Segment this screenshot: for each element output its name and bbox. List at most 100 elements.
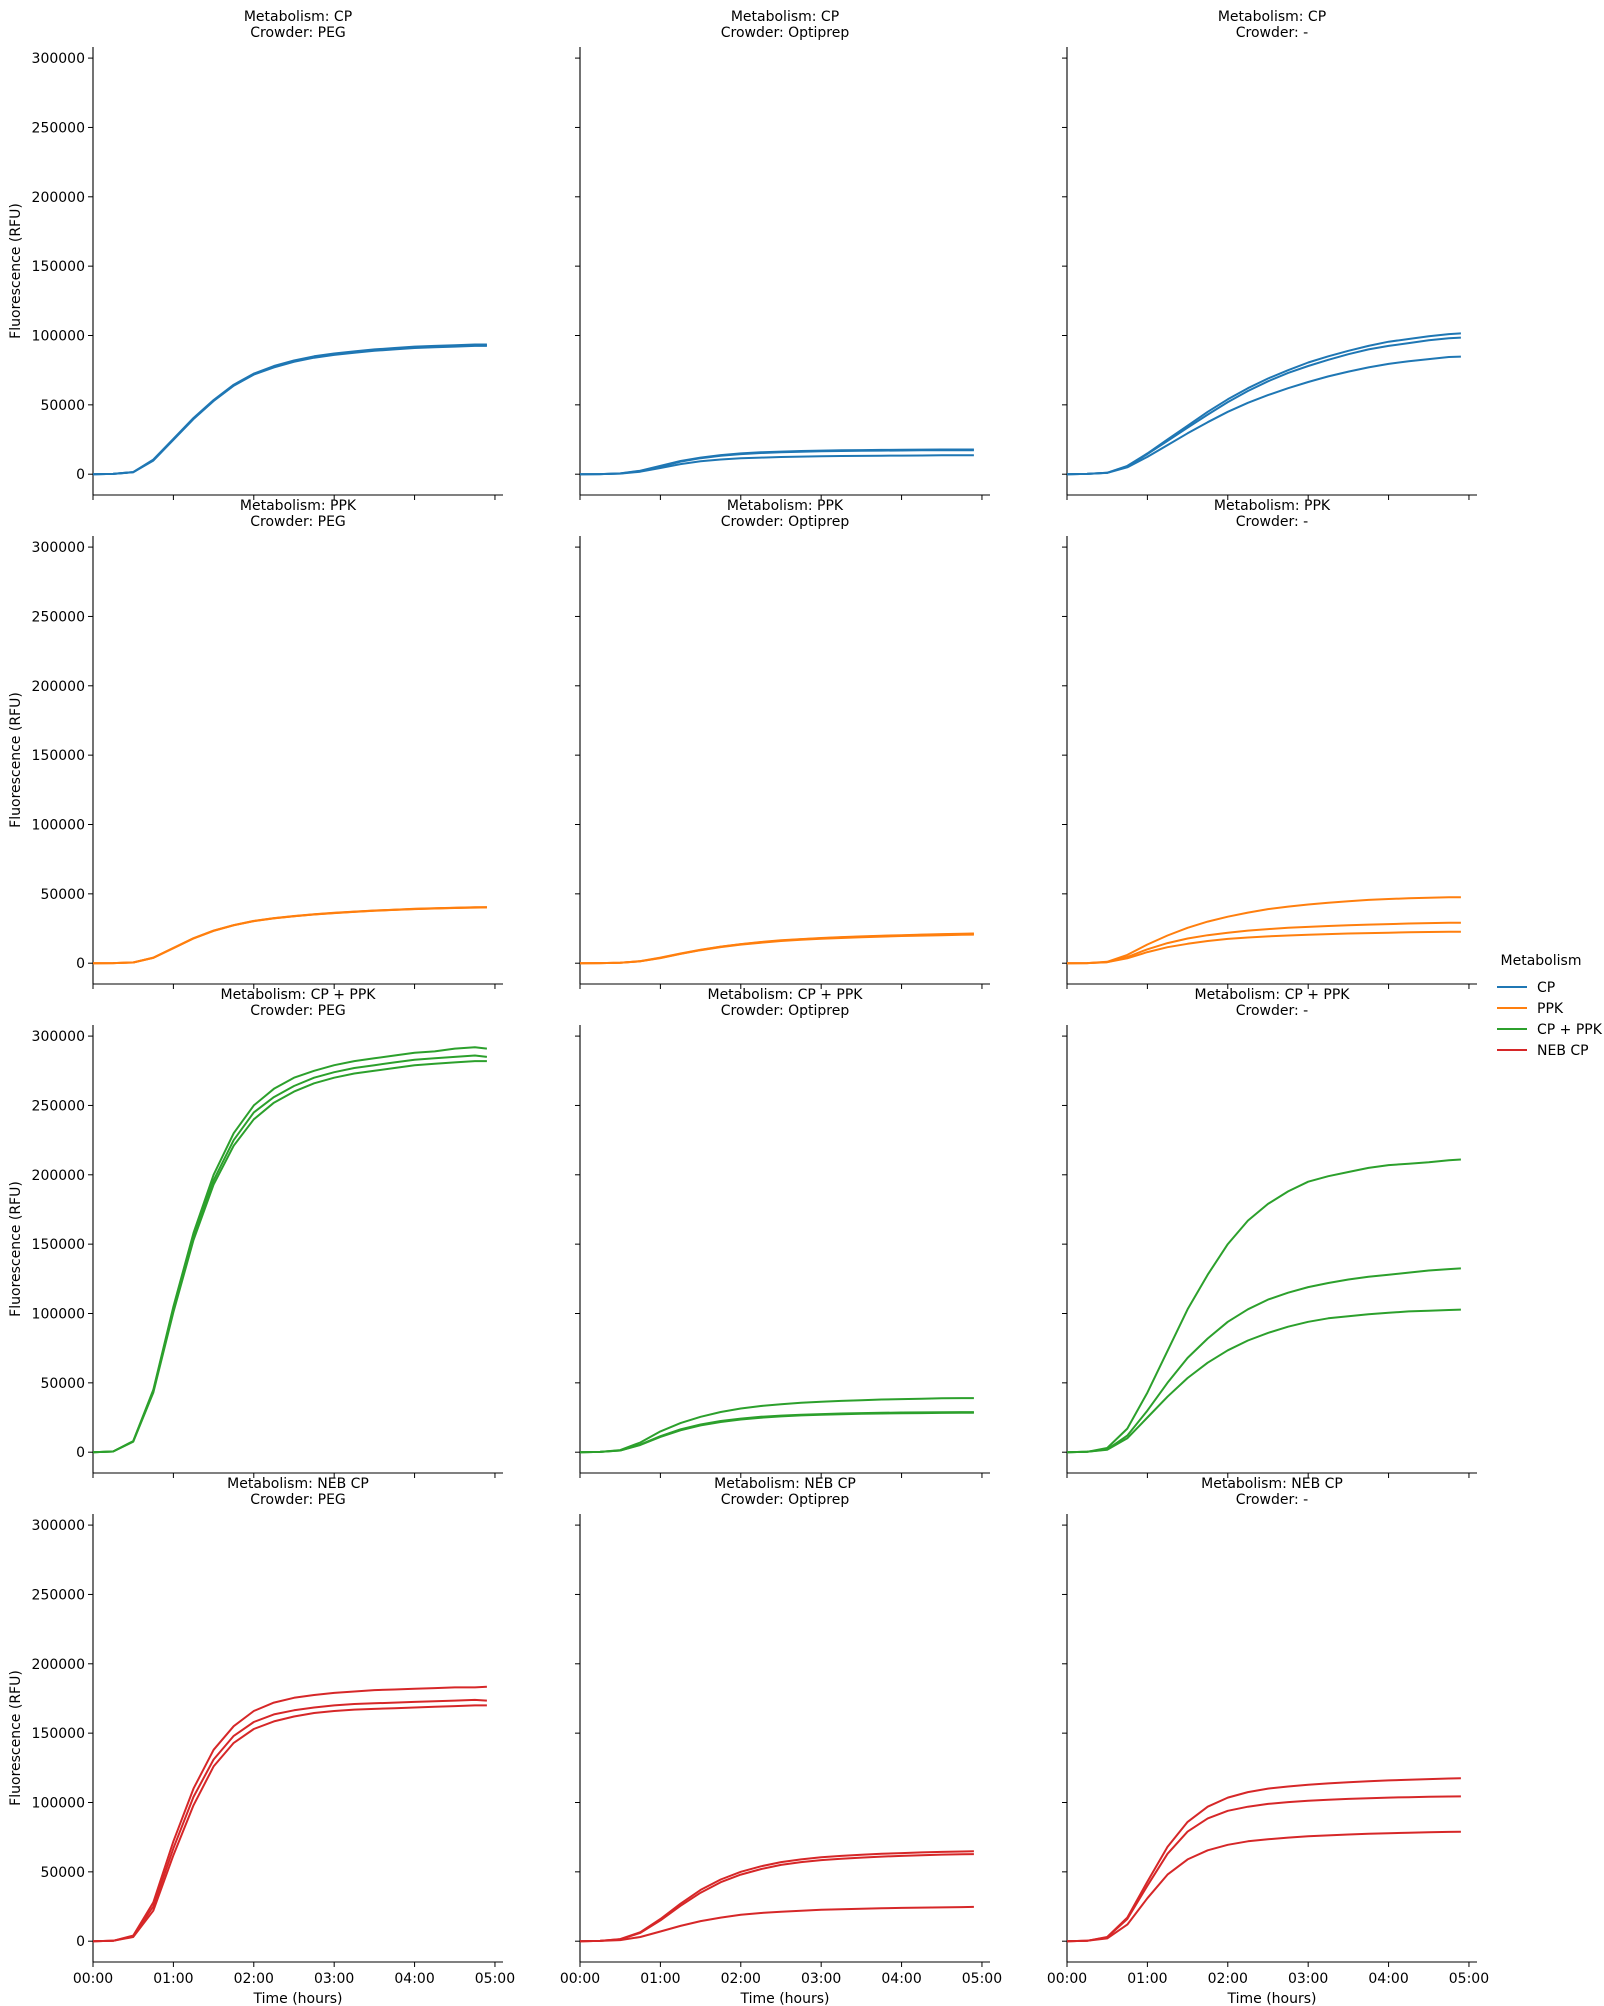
y-tick-label: 100000 [32, 1306, 85, 1322]
facet-title-crowder: Crowder: Optiprep [721, 1492, 850, 1508]
x-tick-label: 04:00 [1368, 1971, 1408, 1987]
facet-title-metabolism: Metabolism: CP [1218, 9, 1326, 25]
x-tick-label: 03:00 [801, 1971, 841, 1987]
facet-title-crowder: Crowder: Optiprep [721, 25, 850, 41]
facet-title-metabolism: Metabolism: PPK [1214, 498, 1331, 514]
legend-title: Metabolism [1501, 953, 1582, 969]
series-line [579, 1905, 974, 1943]
x-tick-label: 01:00 [153, 1971, 193, 1987]
y-tick-label: 0 [76, 467, 85, 483]
facet-title-crowder: Crowder: PEG [250, 1492, 346, 1508]
legend-entry-label: CP + PPK [1537, 1022, 1603, 1038]
y-tick-label: 200000 [32, 679, 85, 695]
series-line [1066, 332, 1461, 476]
x-tick-label: 00:00 [1047, 1971, 1087, 1987]
facet-title-crowder: Crowder: - [1236, 1003, 1308, 1019]
y-axis-title: Fluorescence (RFU) [8, 203, 24, 339]
series-line [92, 1046, 488, 1454]
x-tick-label: 05:00 [1449, 1971, 1489, 1987]
y-tick-label: 300000 [32, 51, 85, 67]
series-line [92, 344, 487, 476]
series-line [92, 344, 487, 476]
facet-title-metabolism: Metabolism: PPK [240, 498, 357, 514]
series-line [1066, 1830, 1461, 1943]
legend-entry-label: NEB CP [1537, 1043, 1589, 1059]
series-line [579, 449, 974, 476]
series-line [92, 906, 487, 965]
series-line [1066, 921, 1461, 965]
x-tick-label: 02:00 [721, 1971, 761, 1987]
x-tick-label: 01:00 [640, 1971, 680, 1987]
series-line [92, 1704, 487, 1943]
x-tick-label: 04:00 [881, 1971, 921, 1987]
facet-title-metabolism: Metabolism: CP [731, 9, 839, 25]
y-tick-label: 150000 [32, 748, 85, 764]
facet-title-crowder: Crowder: - [1236, 514, 1308, 530]
x-tick-label: 00:00 [560, 1971, 600, 1987]
facet-title-metabolism: Metabolism: NEB CP [1201, 1476, 1343, 1492]
facet-title-crowder: Crowder: PEG [250, 1003, 346, 1019]
y-tick-label: 250000 [32, 609, 85, 625]
y-tick-label: 150000 [32, 1237, 85, 1253]
facet-title-metabolism: Metabolism: CP + PPK [1194, 987, 1350, 1003]
y-tick-label: 150000 [32, 1726, 85, 1742]
series-line [579, 1397, 974, 1454]
series-line [92, 1698, 487, 1943]
series-line [579, 1411, 974, 1454]
x-tick-label: 02:00 [234, 1971, 274, 1987]
series-line [92, 1054, 488, 1454]
x-tick-label: 05:00 [475, 1971, 515, 1987]
series-line [92, 1060, 487, 1454]
y-tick-label: 300000 [32, 1029, 85, 1045]
series-line [1066, 1777, 1461, 1943]
y-tick-label: 100000 [32, 328, 85, 344]
series-line [579, 1853, 974, 1943]
y-tick-label: 200000 [32, 190, 85, 206]
series-line [579, 932, 974, 965]
facet-title-crowder: Crowder: - [1236, 1492, 1308, 1508]
y-tick-label: 50000 [40, 1376, 85, 1392]
facet-title-metabolism: Metabolism: CP + PPK [707, 987, 863, 1003]
series-line [579, 932, 974, 965]
x-tick-label: 03:00 [1288, 1971, 1328, 1987]
series-line [1066, 930, 1461, 965]
y-tick-label: 100000 [32, 817, 85, 833]
legend: Metabolism CP PPK CP + PPK NEB CP [1497, 953, 1603, 1059]
y-tick-label: 0 [76, 1445, 85, 1461]
y-tick-label: 100000 [32, 1795, 85, 1811]
y-tick-label: 300000 [32, 1518, 85, 1534]
y-tick-label: 50000 [40, 1865, 85, 1881]
legend-entry-label: PPK [1537, 1001, 1564, 1017]
legend-entry-label: CP [1537, 980, 1555, 996]
x-axis-title: Time (hours) [1227, 1991, 1317, 2006]
series-line [1066, 896, 1461, 965]
y-tick-label: 50000 [40, 398, 85, 414]
y-tick-label: 250000 [32, 120, 85, 136]
x-tick-label: 04:00 [394, 1971, 434, 1987]
facet-title-metabolism: Metabolism: NEB CP [714, 1476, 856, 1492]
series-line [579, 454, 974, 476]
facet-title-crowder: Crowder: Optiprep [721, 514, 850, 530]
series-line [1066, 1267, 1461, 1454]
x-tick-label: 05:00 [962, 1971, 1002, 1987]
series-line [92, 906, 487, 965]
panels-layer: Metabolism: CP Crowder: PEG 0 50000 100000 15… [8, 9, 1489, 2006]
facet-title-metabolism: Metabolism: PPK [727, 498, 844, 514]
y-tick-label: 50000 [40, 887, 85, 903]
facet-title-crowder: Crowder: - [1236, 25, 1308, 41]
y-tick-label: 0 [76, 956, 85, 972]
y-tick-label: 250000 [32, 1587, 85, 1603]
y-tick-label: 150000 [32, 259, 85, 275]
series-line [1066, 355, 1461, 476]
y-axis-title: Fluorescence (RFU) [8, 692, 24, 828]
x-tick-label: 00:00 [73, 1971, 113, 1987]
